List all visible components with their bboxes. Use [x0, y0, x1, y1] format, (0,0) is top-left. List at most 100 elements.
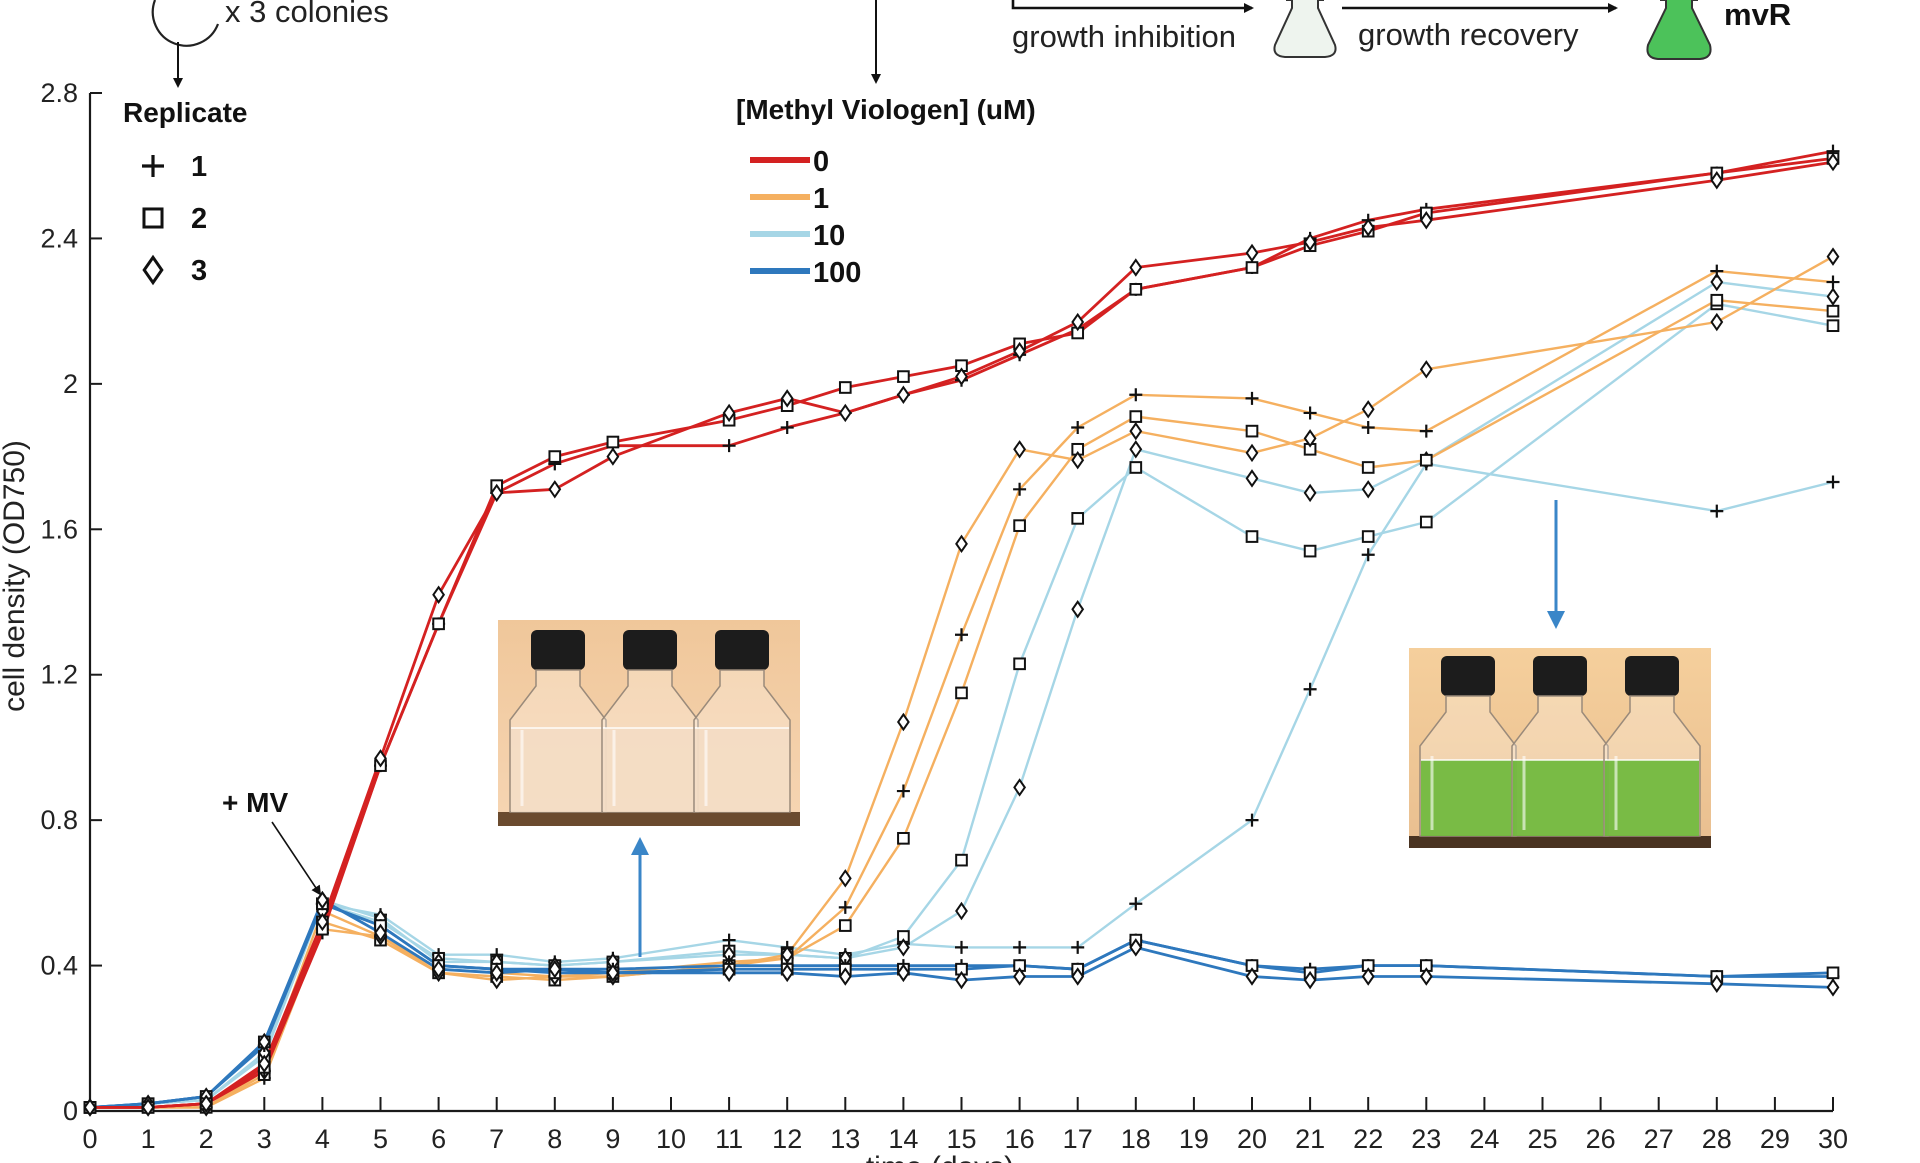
x-tick-label: 4	[315, 1124, 330, 1154]
data-point-10uM-rep1	[1129, 897, 1143, 911]
data-point-10uM-rep3	[1710, 272, 1724, 292]
data-point-0uM-rep3	[1361, 218, 1375, 237]
x-tick-label: 17	[1063, 1124, 1093, 1154]
flask-liquid	[1513, 760, 1607, 836]
data-point-0uM-rep1	[722, 439, 736, 453]
series-line-1uM-rep3	[90, 255, 1834, 1109]
flask-cap	[715, 630, 769, 670]
replicate-legend-label: 3	[191, 255, 207, 287]
data-point-100uM-rep3	[374, 923, 387, 943]
x-tick-label: 8	[547, 1124, 562, 1154]
data-point-1uM-rep2	[1826, 304, 1840, 318]
x-tick-label: 6	[431, 1124, 446, 1154]
data-point-10uM-rep1	[1303, 682, 1317, 696]
data-point-0uM-rep3	[1245, 243, 1259, 263]
x-tick-label: 14	[888, 1124, 918, 1154]
data-point-10uM-rep2	[1303, 544, 1317, 558]
data-point-0uM-rep2	[606, 435, 620, 449]
data-point-100uM-rep3	[1071, 967, 1085, 986]
right-photo-bench	[1409, 836, 1711, 848]
mv-pointer-arrow	[271, 821, 322, 896]
replicate-legend-marker	[142, 254, 164, 286]
data-point-1uM-rep1	[1419, 424, 1433, 438]
data-point-100uM-rep3	[955, 970, 968, 990]
data-point-1uM-rep2	[1245, 424, 1259, 438]
data-point-0uM-rep2	[1129, 282, 1143, 296]
series-line-100uM-rep1	[89, 902, 1833, 1109]
right-flask-group	[1419, 656, 1701, 837]
data-point-1uM-rep1	[1245, 391, 1259, 405]
left-flask-group	[509, 630, 791, 813]
series-line-0uM-rep2	[90, 157, 1834, 1109]
axes: 00.40.81.21.622.42.8 0 1 2 3 4 5 6 7 8 9 10 11 12 13 1…	[0, 78, 1848, 1163]
x-tick-label: 23	[1411, 1124, 1441, 1154]
concentration-legend-label: 0	[813, 146, 829, 178]
data-point-1uM-rep3	[896, 712, 910, 732]
x-tick-label: 28	[1702, 1124, 1732, 1154]
data-point-10uM-rep3	[955, 901, 968, 921]
data-point-0uM-rep3	[374, 749, 387, 768]
data-point-1uM-rep1	[1303, 406, 1317, 420]
data-point-10uM-rep2	[955, 853, 968, 867]
x-tick-label: 1	[141, 1124, 156, 1154]
data-point-0uM-rep2	[432, 617, 445, 631]
data-point-1uM-rep3	[1826, 247, 1840, 266]
data-point-0uM-rep3	[955, 367, 968, 386]
concentration-legend-title: [Methyl Viologen] (uM)	[736, 94, 1036, 125]
data-point-10uM-rep1	[955, 940, 968, 954]
data-point-100uM-rep3	[257, 1032, 271, 1052]
data-point-100uM-rep3	[1129, 938, 1143, 957]
x-tick-label: 24	[1469, 1124, 1499, 1154]
series-line-100uM-rep3	[89, 898, 1834, 1109]
data-point-0uM-rep2	[548, 450, 562, 463]
x-tick-label: 20	[1237, 1124, 1267, 1154]
y-tick-label: 2.8	[40, 78, 78, 108]
left-photo	[498, 620, 800, 826]
data-point-10uM-rep1	[1826, 475, 1840, 489]
x-tick-label: 5	[373, 1124, 388, 1154]
data-point-100uM-rep3	[606, 963, 620, 983]
concentration-legend-label: 10	[813, 220, 845, 252]
data-point-1uM-rep3	[1013, 440, 1027, 459]
data-point-1uM-rep3	[1303, 429, 1317, 448]
x-tick-label: 30	[1818, 1124, 1848, 1154]
data-point-1uM-rep3	[1071, 450, 1085, 470]
y-tick-label: 0.8	[40, 805, 78, 835]
flask-cap	[1533, 656, 1587, 696]
left-photo-bench	[498, 812, 800, 826]
data-point-1uM-rep1	[1361, 420, 1375, 434]
data-point-0uM-rep2	[838, 381, 852, 394]
data-point-1uM-rep2	[1710, 293, 1724, 307]
x-tick-label: 7	[489, 1124, 504, 1154]
data-point-100uM-rep3	[1361, 967, 1375, 986]
data-point-10uM-rep2	[1129, 461, 1143, 474]
x-tick-label: 27	[1644, 1124, 1674, 1154]
x-tick-label: 10	[656, 1124, 686, 1154]
data-point-0uM-rep3	[1826, 152, 1840, 172]
x-tick-label: 9	[605, 1124, 620, 1154]
data-point-0uM-rep3	[141, 1098, 155, 1117]
data-point-1uM-rep2	[1129, 410, 1143, 423]
y-tick-label: 1.6	[40, 514, 78, 544]
flask-cap	[1441, 656, 1495, 696]
series-markers	[83, 144, 1840, 1117]
x-tick-label: 21	[1295, 1124, 1325, 1154]
series-line-0uM-rep1	[90, 149, 1834, 1109]
x-tick-label: 26	[1586, 1124, 1616, 1154]
data-point-100uM-rep3	[1826, 978, 1840, 997]
data-point-100uM-rep3	[548, 959, 562, 979]
data-point-1uM-rep1	[838, 900, 852, 914]
data-point-10uM-rep3	[1129, 440, 1143, 459]
data-point-100uM-rep2	[1826, 966, 1840, 980]
data-point-10uM-rep2	[1245, 530, 1259, 543]
concentration-legend: [Methyl Viologen] (uM) 0 1 10 100	[736, 94, 1036, 289]
data-point-0uM-rep3	[83, 1098, 97, 1117]
data-point-0uM-rep3	[1303, 232, 1317, 252]
data-point-0uM-rep3	[548, 480, 562, 499]
data-point-1uM-rep1	[1710, 264, 1724, 278]
colonies-text: x 3 colonies	[225, 0, 389, 29]
data-point-0uM-rep3	[722, 403, 736, 423]
data-point-10uM-rep2	[1013, 657, 1026, 671]
x-tick-label: 12	[772, 1124, 802, 1154]
data-point-100uM-rep3	[1419, 967, 1433, 986]
